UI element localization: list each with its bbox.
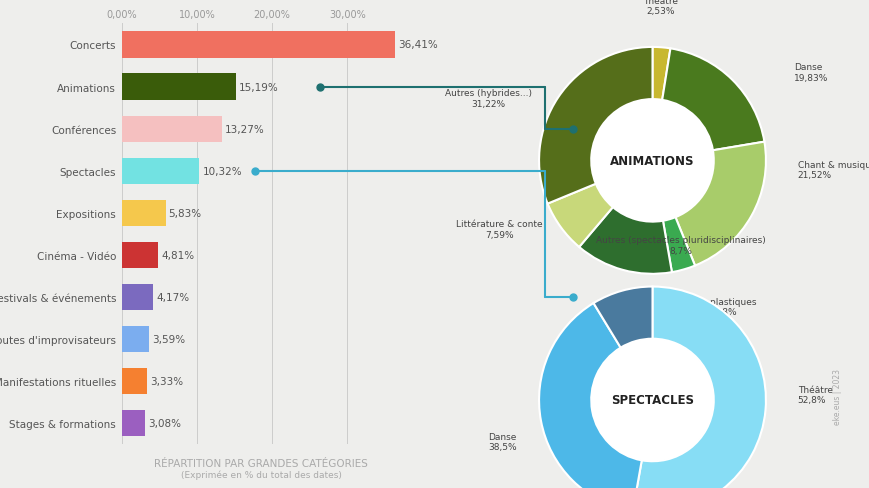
Circle shape xyxy=(591,339,713,461)
Text: ANIMATIONS: ANIMATIONS xyxy=(609,155,694,167)
Text: 10,32%: 10,32% xyxy=(202,166,242,176)
Wedge shape xyxy=(661,49,764,151)
Text: Arts plastiques
3,38%: Arts plastiques 3,38% xyxy=(688,297,756,316)
Text: Euskara
13,92%: Euskara 13,92% xyxy=(611,303,647,322)
Bar xyxy=(122,326,149,352)
Wedge shape xyxy=(652,48,670,101)
Text: RÉPARTITION PAR GRANDES CATÉGORIES: RÉPARTITION PAR GRANDES CATÉGORIES xyxy=(154,458,368,468)
Text: Théâtre
2,53%: Théâtre 2,53% xyxy=(642,0,677,16)
Wedge shape xyxy=(674,142,765,266)
Bar xyxy=(122,284,153,310)
Wedge shape xyxy=(539,304,641,488)
Text: eke.eus | 2023: eke.eus | 2023 xyxy=(833,368,841,425)
Bar xyxy=(122,32,395,59)
Wedge shape xyxy=(547,184,612,247)
Text: 15,19%: 15,19% xyxy=(239,82,278,92)
Text: 4,81%: 4,81% xyxy=(161,250,194,260)
Text: Littérature & conte
7,59%: Littérature & conte 7,59% xyxy=(455,220,542,239)
Bar xyxy=(122,410,145,436)
Text: Danse
38,5%: Danse 38,5% xyxy=(488,432,516,451)
Circle shape xyxy=(591,100,713,222)
Text: 13,27%: 13,27% xyxy=(224,124,264,134)
Bar xyxy=(122,74,235,101)
Wedge shape xyxy=(632,287,765,488)
Text: 3,33%: 3,33% xyxy=(149,376,182,386)
Bar xyxy=(122,368,147,394)
Text: Théâtre
52,8%: Théâtre 52,8% xyxy=(797,385,832,404)
Text: 3,08%: 3,08% xyxy=(148,418,181,428)
Bar xyxy=(122,158,199,184)
Text: Autres (spectacles pluridisciplinaires)
8,7%: Autres (spectacles pluridisciplinaires) … xyxy=(595,236,765,255)
Text: 5,83%: 5,83% xyxy=(169,208,202,218)
Text: 36,41%: 36,41% xyxy=(398,41,438,50)
Text: Autres (hybrides...)
31,22%: Autres (hybrides...) 31,22% xyxy=(444,89,531,108)
Text: 4,17%: 4,17% xyxy=(156,292,189,302)
Wedge shape xyxy=(593,287,652,348)
Text: Chant & musique
21,52%: Chant & musique 21,52% xyxy=(797,161,869,180)
Bar xyxy=(122,116,222,142)
Text: Danse
19,83%: Danse 19,83% xyxy=(793,63,828,82)
Bar xyxy=(122,200,165,226)
Wedge shape xyxy=(539,48,652,204)
Text: 3,59%: 3,59% xyxy=(151,334,185,344)
Wedge shape xyxy=(662,218,694,273)
Wedge shape xyxy=(579,208,671,274)
Text: (Exprimée en % du total des dates): (Exprimée en % du total des dates) xyxy=(181,469,341,479)
Bar xyxy=(122,242,158,268)
Text: SPECTACLES: SPECTACLES xyxy=(610,394,693,407)
